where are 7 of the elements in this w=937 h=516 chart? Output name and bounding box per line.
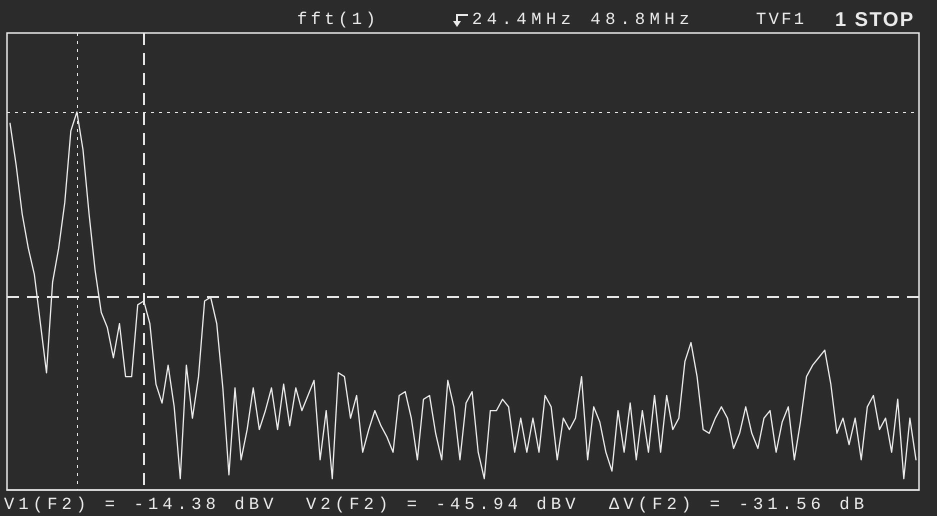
text: TVF1 bbox=[756, 11, 806, 30]
text: V1(F2) = -14.38 dBV bbox=[4, 496, 278, 515]
text: 1 STOP bbox=[835, 9, 915, 31]
chart-title: fft(1) bbox=[297, 11, 380, 30]
text: ΔV(F2) = -31.56 dB bbox=[609, 496, 868, 515]
chart-subtitle: 24.4MHz 48.8MHz bbox=[472, 11, 694, 30]
text: V2(F2) = -45.94 dBV bbox=[306, 496, 580, 515]
